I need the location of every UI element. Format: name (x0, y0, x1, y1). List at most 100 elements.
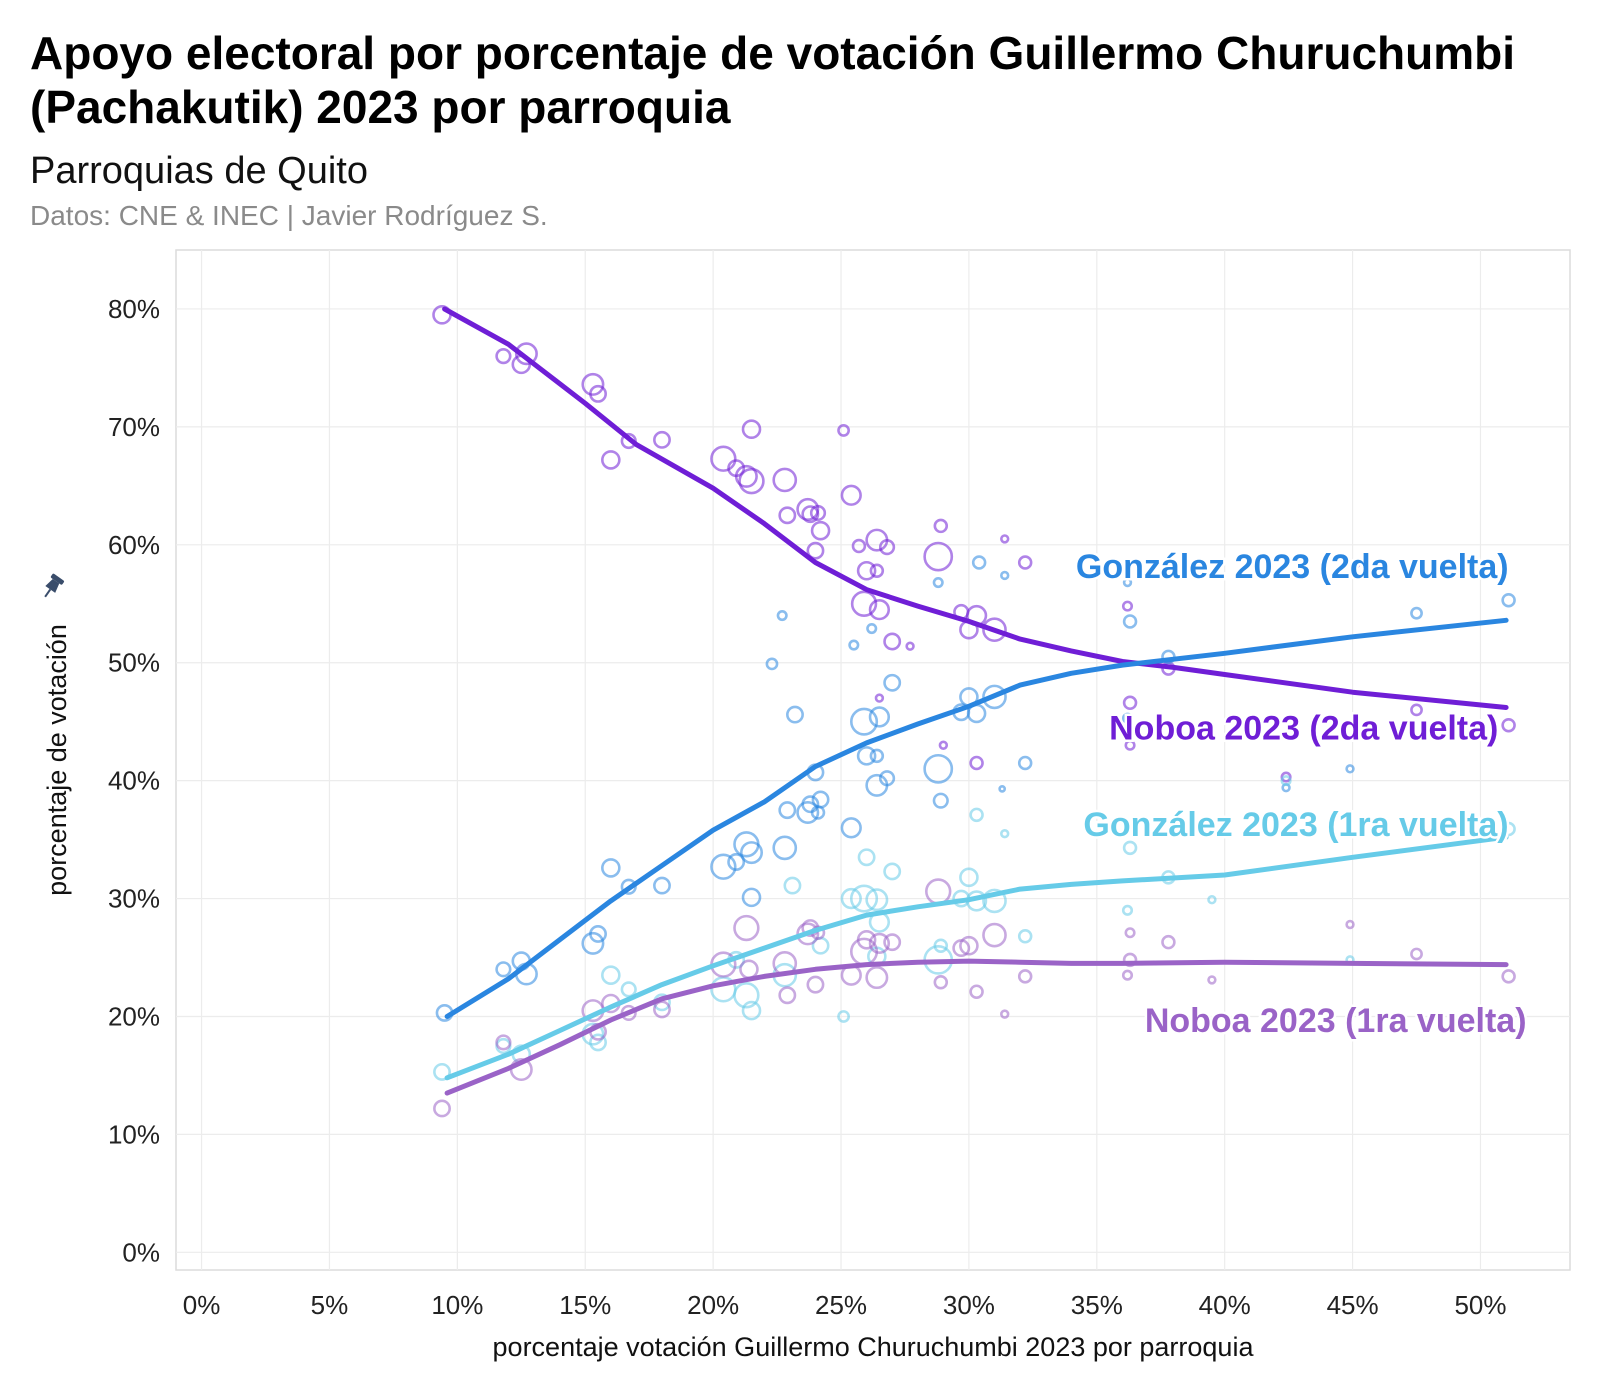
y-tick-label: 40% (108, 766, 160, 796)
scatter-point-series-1 (796, 800, 820, 824)
scatter-point-series-2 (620, 981, 637, 998)
scatter-point-series-1 (932, 576, 944, 589)
x-axis-title: porcentaje votación Guillermo Churuchumb… (493, 1332, 1255, 1362)
y-tick-label: 50% (108, 648, 160, 678)
scatter-point-series-1 (1501, 592, 1516, 608)
scatter-point-series-3 (933, 975, 949, 990)
y-tick-label: 60% (108, 530, 160, 560)
scatter-point-series-0 (1410, 703, 1423, 717)
scatter-point-series-0 (1501, 717, 1516, 733)
scatter-point-series-0 (1017, 555, 1033, 570)
x-tick-label: 10% (431, 1290, 483, 1320)
scatter-point-series-3 (1161, 934, 1176, 950)
scatter-point-series-1 (778, 801, 797, 820)
scatter-point-series-1 (869, 748, 885, 764)
x-tick-label: 25% (815, 1290, 867, 1320)
scatter-point-series-0 (837, 424, 850, 437)
scatter-point-series-2 (883, 862, 902, 881)
scatter-point-series-1 (878, 770, 896, 787)
scatter-point-series-3 (1124, 927, 1136, 939)
scatter-point-series-2 (1017, 929, 1033, 944)
scatter-point-series-3 (495, 1034, 512, 1051)
scatter-point-series-0 (851, 538, 867, 554)
trend-lines (442, 306, 1509, 1096)
scatter-point-series-0 (850, 590, 878, 617)
scatter-point-series-0 (923, 541, 954, 572)
scatter-point-series-3 (982, 922, 1007, 948)
scatter-point-series-1 (923, 753, 954, 784)
scatter-point-series-3 (1410, 947, 1423, 961)
scatter-point-series-1 (581, 931, 605, 955)
scatter-point-series-0 (1121, 600, 1134, 612)
trend-line-series-2 (444, 834, 1509, 1081)
scatter-point-series-3 (806, 975, 825, 994)
scatter-point-series-2 (840, 887, 862, 910)
scatter-point-series-3 (969, 984, 984, 999)
x-tick-label: 5% (311, 1290, 349, 1320)
scatter-point-series-0 (738, 467, 765, 495)
x-tick-label: 15% (559, 1290, 611, 1320)
scatter-point-series-0 (840, 484, 862, 506)
scatter-point-series-2 (1121, 904, 1134, 916)
scatter-point-series-3 (1122, 952, 1138, 968)
scatter-point-series-2 (959, 867, 979, 888)
scatter-point-series-1 (1410, 606, 1423, 620)
scatter-point-series-1 (1017, 755, 1033, 771)
x-tick-label: 40% (1199, 1290, 1251, 1320)
scatter-point-series-3 (868, 932, 891, 955)
scatter-point-series-2 (1122, 840, 1138, 856)
scatter-point-series-0 (495, 348, 512, 365)
trend-line-series-0 (442, 306, 1509, 710)
scatter-point-series-2 (837, 1010, 850, 1023)
scatter-point-series-1 (653, 876, 671, 895)
y-axis-title: porcentaje de votación (42, 624, 72, 896)
scatter-point-series-0 (514, 342, 538, 366)
scatter-point-series-0 (809, 504, 827, 522)
scatter-point-series-1 (772, 835, 798, 861)
scatter-point-series-3 (733, 914, 760, 942)
x-tick-label: 0% (183, 1290, 221, 1320)
y-tick-label: 0% (122, 1237, 160, 1267)
y-tick-label: 80% (108, 294, 160, 324)
scatter-point-series-3 (1000, 1009, 1010, 1019)
series-label: González 2023 (1ra vuelta) (1083, 806, 1508, 844)
scatter-point-series-1 (856, 746, 877, 766)
scatter-point-series-1 (998, 785, 1007, 793)
scatter-point-series-3 (433, 1099, 451, 1118)
scatter-point-series-1 (840, 817, 862, 839)
scatter-point-series-0 (938, 740, 949, 750)
scatter-point-series-0 (878, 539, 896, 556)
scatter-point-series-3 (959, 935, 979, 956)
scatter-point-series-1 (1345, 764, 1355, 774)
scatter-point-series-1 (727, 853, 746, 871)
scatter-point-series-1 (810, 805, 826, 820)
scatter-point-series-0 (868, 599, 891, 621)
scatter-point-series-0 (869, 563, 885, 578)
scatter-point-series-0 (796, 497, 820, 521)
scatter-point-series-0 (982, 617, 1007, 643)
scatter-point-series-1 (601, 858, 621, 878)
scatter-point-series-0 (856, 560, 877, 581)
scatter-point-series-1 (740, 841, 764, 865)
scatter-point-series-2 (1501, 821, 1516, 837)
scatter-point-series-3 (1017, 969, 1033, 984)
series-label: González 2023 (2da vuelta) (1076, 548, 1509, 586)
scatter-point-series-0 (810, 520, 831, 541)
x-tick-label: 20% (687, 1290, 739, 1320)
scatter-point-series-0 (1000, 534, 1010, 544)
scatter-point-series-3 (1121, 969, 1134, 981)
y-tick-label: 30% (108, 884, 160, 914)
scatter-point-series-0 (801, 505, 820, 524)
pin-icon[interactable] (39, 573, 65, 601)
scatter-point-series-1 (971, 555, 987, 570)
scatter-point-series-1 (982, 684, 1007, 710)
scatter-point-series-3 (653, 1000, 671, 1019)
scatter-point-series-1 (786, 705, 804, 724)
scatter-point-series-0 (1350, 560, 1360, 570)
scatter-point-series-2 (865, 888, 889, 912)
scatter-point-series-0 (589, 384, 607, 403)
series-labels: González 2023 (2da vuelta) Noboa 2023 (2d… (1073, 545, 1529, 1042)
x-tick-label: 50% (1454, 1290, 1506, 1320)
scatter-point-series-3 (883, 933, 902, 952)
scatter-point-series-2 (589, 1033, 607, 1052)
